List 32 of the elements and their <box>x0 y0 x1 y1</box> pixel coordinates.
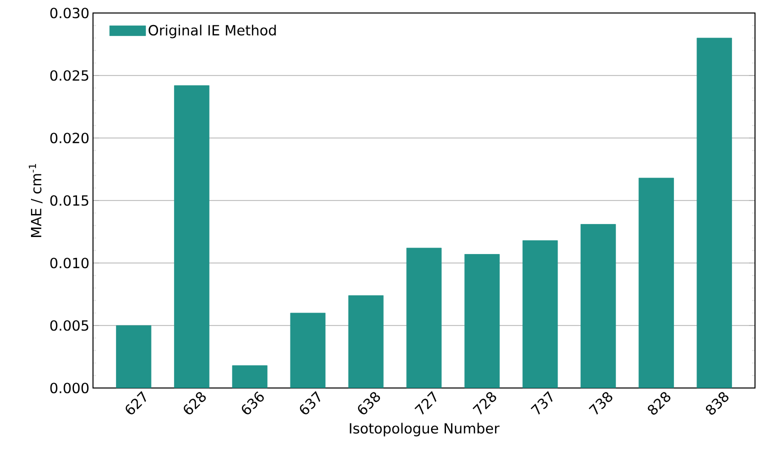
bar <box>696 38 732 388</box>
x-tick-label: 727 <box>414 391 436 415</box>
x-tick-label: 638 <box>358 392 380 414</box>
x-tick-label: 738 <box>588 392 612 415</box>
y-tick-label: 0.000 <box>50 382 89 394</box>
x-tick-label: 838 <box>706 392 728 415</box>
bar <box>638 178 674 388</box>
y-axis-title: MAE / cm$^{-1}$ <box>28 164 43 237</box>
x-tick-label: 628 <box>184 392 206 414</box>
x-axis-title: Isotopologue Number <box>350 422 500 436</box>
bar <box>522 240 558 388</box>
x-tick-label: 728 <box>472 392 496 415</box>
x-tick-label: 637 <box>300 391 320 414</box>
y-tick-label: 0.030 <box>50 8 89 18</box>
y-tick-label: 0.005 <box>50 320 88 331</box>
x-tick-label: 737 <box>530 391 553 415</box>
y-tick-label: 0.015 <box>50 195 88 206</box>
bar <box>406 248 442 388</box>
bar <box>232 365 268 388</box>
bar <box>174 85 210 388</box>
legend-label: Original IE Method <box>148 24 276 38</box>
y-tick-label: 0.020 <box>50 132 89 144</box>
bar <box>580 224 616 388</box>
x-tick-label: 636 <box>242 392 264 414</box>
bar <box>348 295 384 388</box>
y-tick-label: 0.010 <box>50 258 89 268</box>
bar <box>464 254 500 388</box>
x-tick-label: 828 <box>648 392 670 415</box>
bar <box>290 312 326 388</box>
x-tick-label: 627 <box>126 391 146 414</box>
bar <box>116 325 152 388</box>
y-tick-label: 0.025 <box>50 70 88 81</box>
